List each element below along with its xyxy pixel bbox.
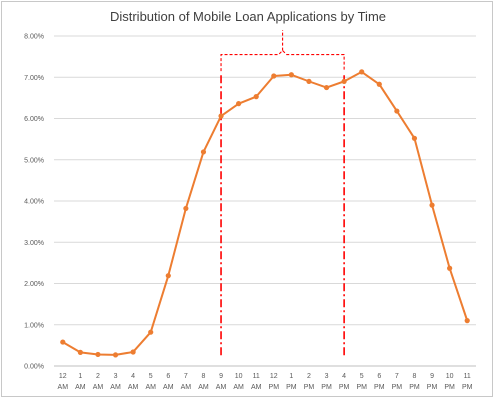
x-tick-hour: 4 bbox=[342, 373, 346, 380]
x-tick-hour: 12 bbox=[270, 373, 278, 380]
x-tick-period: AM bbox=[128, 384, 139, 391]
x-tick-hour: 4 bbox=[131, 373, 135, 380]
y-tick-label: 5.00% bbox=[24, 157, 44, 164]
x-tick-period: PM bbox=[392, 384, 403, 391]
x-tick-period: PM bbox=[444, 384, 455, 391]
gridlines bbox=[54, 35, 476, 367]
x-tick-period: AM bbox=[110, 384, 121, 391]
data-point bbox=[271, 73, 277, 79]
y-tick-label: 6.00% bbox=[24, 116, 44, 123]
x-tick-period: PM bbox=[462, 384, 473, 391]
x-tick-hour: 5 bbox=[149, 373, 153, 380]
x-tick-period: PM bbox=[286, 384, 297, 391]
x-tick-period: AM bbox=[75, 384, 86, 391]
y-tick-label: 8.00% bbox=[24, 34, 44, 41]
x-tick-period: PM bbox=[321, 384, 332, 391]
data-point bbox=[376, 81, 382, 87]
x-tick-hour: 11 bbox=[464, 373, 471, 380]
x-tick-period: AM bbox=[251, 384, 262, 391]
x-tick-period: PM bbox=[304, 384, 315, 391]
annotations bbox=[220, 30, 345, 358]
data-point bbox=[218, 113, 224, 119]
data-point bbox=[236, 101, 242, 107]
x-tick-period: PM bbox=[269, 384, 280, 391]
x-tick-hour: 6 bbox=[166, 373, 170, 380]
data-point bbox=[112, 352, 119, 358]
data-point bbox=[323, 84, 330, 91]
data-point bbox=[95, 351, 101, 358]
x-tick-period: AM bbox=[93, 384, 104, 391]
x-axis-tick-labels: 12AM1AM2AM3AM4AM5AM6AM7AM8AM9AM10AM11AM1… bbox=[58, 373, 473, 391]
x-tick-hour: 11 bbox=[253, 373, 260, 380]
chart-title: Distribution of Mobile Loan Applications… bbox=[110, 9, 386, 24]
x-tick-hour: 2 bbox=[307, 373, 311, 380]
x-tick-period: PM bbox=[339, 384, 350, 391]
y-tick-label: 7.00% bbox=[24, 75, 44, 82]
data-point bbox=[306, 78, 312, 84]
x-tick-hour: 6 bbox=[377, 373, 381, 380]
y-tick-label: 0.00% bbox=[24, 364, 44, 371]
annotation-bracket bbox=[220, 49, 345, 72]
data-point bbox=[394, 108, 400, 114]
y-tick-label: 4.00% bbox=[24, 199, 44, 206]
data-point bbox=[200, 149, 207, 155]
data-point bbox=[148, 329, 154, 335]
data-point bbox=[464, 318, 470, 324]
y-tick-label: 2.00% bbox=[24, 281, 44, 288]
data-point bbox=[341, 78, 347, 84]
data-point bbox=[130, 349, 136, 355]
data-point bbox=[77, 349, 83, 355]
x-tick-period: AM bbox=[216, 384, 227, 391]
x-tick-period: PM bbox=[356, 384, 367, 391]
data-point bbox=[429, 202, 435, 208]
x-tick-hour: 12 bbox=[59, 373, 67, 380]
y-axis-tick-labels: 0.00% 1.00% 2.00% 3.00% 4.00% 5.00% 6.00% 7.00%… bbox=[24, 34, 44, 371]
x-tick-hour: 7 bbox=[395, 373, 399, 380]
x-tick-period: PM bbox=[374, 384, 385, 391]
x-tick-period: PM bbox=[427, 384, 438, 391]
x-tick-hour: 3 bbox=[114, 373, 118, 380]
x-tick-period: AM bbox=[233, 384, 244, 391]
x-tick-period: AM bbox=[198, 384, 209, 391]
x-tick-period: AM bbox=[163, 384, 174, 391]
y-tick-label: 3.00% bbox=[24, 240, 44, 247]
data-point bbox=[411, 135, 418, 141]
x-tick-hour: 8 bbox=[413, 373, 417, 380]
data-point bbox=[288, 72, 294, 78]
x-tick-period: AM bbox=[181, 384, 192, 391]
series bbox=[60, 69, 470, 358]
x-tick-hour: 3 bbox=[325, 373, 329, 380]
x-tick-period: AM bbox=[145, 384, 156, 391]
y-tick-label: 1.00% bbox=[24, 322, 44, 329]
x-tick-hour: 7 bbox=[184, 373, 188, 380]
data-point bbox=[253, 94, 259, 100]
data-point bbox=[183, 205, 189, 212]
x-tick-hour: 9 bbox=[430, 373, 434, 380]
data-point bbox=[60, 339, 66, 345]
x-tick-hour: 1 bbox=[289, 373, 293, 380]
series-line bbox=[62, 70, 469, 356]
data-point bbox=[359, 69, 365, 75]
x-tick-hour: 5 bbox=[360, 373, 364, 380]
x-tick-hour: 10 bbox=[235, 373, 243, 380]
x-tick-hour: 1 bbox=[78, 373, 82, 380]
x-tick-hour: 9 bbox=[219, 373, 223, 380]
data-point bbox=[447, 265, 453, 271]
data-point bbox=[165, 273, 171, 279]
x-tick-period: PM bbox=[409, 384, 420, 391]
x-tick-hour: 8 bbox=[202, 373, 206, 380]
x-tick-hour: 10 bbox=[446, 373, 454, 380]
x-tick-period: AM bbox=[58, 384, 69, 391]
x-tick-hour: 2 bbox=[96, 373, 100, 380]
